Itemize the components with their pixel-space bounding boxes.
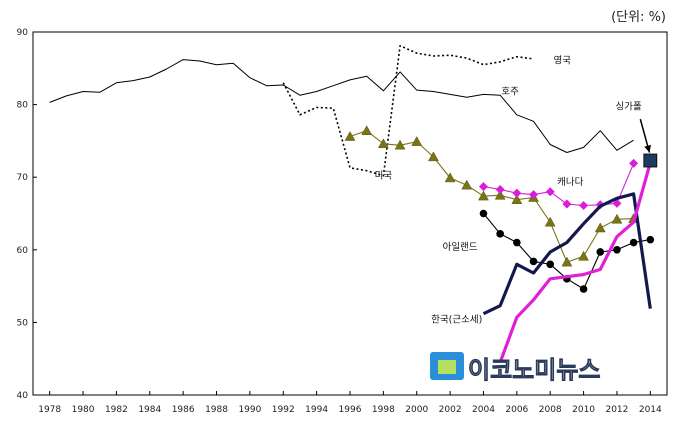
watermark-logo: 이코노미뉴스	[430, 352, 601, 384]
data-point	[513, 238, 521, 247]
data-point	[646, 235, 655, 244]
y-tick-label: 60	[17, 246, 29, 256]
series-label: 호주	[501, 86, 519, 97]
x-tick-label: 2004	[472, 405, 495, 415]
series-영국	[282, 44, 534, 177]
data-point	[494, 189, 506, 200]
series-line	[349, 130, 634, 263]
data-point	[629, 238, 638, 247]
data-point	[496, 230, 504, 238]
data-point	[594, 222, 606, 233]
x-tick-label: 2002	[439, 405, 462, 415]
x-tick-label: 2014	[639, 405, 662, 415]
data-point	[629, 158, 639, 168]
data-point	[377, 138, 389, 149]
data-point	[529, 257, 538, 266]
x-tick-label: 2008	[539, 405, 562, 415]
data-point	[444, 172, 456, 183]
data-point	[529, 190, 539, 200]
data-point	[461, 179, 473, 190]
chart-axes: 40 50 60 70 80 90 1978 1980 1982 1984 1986 1988 1990…	[17, 28, 668, 415]
x-tick-label: 2012	[605, 405, 628, 415]
data-point	[479, 209, 488, 218]
data-point	[613, 246, 621, 254]
series-아일랜드	[479, 209, 655, 293]
series-label: 아일랜드	[443, 242, 478, 253]
y-tick-label: 40	[17, 391, 29, 401]
data-point	[478, 182, 488, 192]
data-point	[427, 151, 439, 162]
series-한국(근소세)	[482, 192, 652, 316]
watermark-text: 이코노미뉴스	[468, 356, 600, 384]
data-point	[411, 136, 423, 146]
series-line	[483, 163, 635, 207]
series-label: 영국	[554, 55, 572, 66]
data-point	[344, 131, 356, 141]
data-point	[544, 216, 556, 227]
x-tick-label: 1984	[138, 405, 161, 415]
data-point	[561, 256, 573, 267]
plot-frame	[32, 31, 668, 396]
data-point	[394, 139, 406, 150]
x-tick-label: 1996	[339, 405, 362, 415]
y-tick-label: 70	[17, 173, 29, 183]
data-point	[511, 194, 523, 204]
series-label: 한국(근소세)	[431, 314, 482, 325]
x-tick-label: 1994	[305, 405, 328, 415]
series-미국	[344, 125, 640, 267]
data-point	[643, 153, 658, 168]
x-tick-label: 1978	[38, 405, 61, 415]
x-tick-label: 1980	[72, 405, 95, 415]
x-tick-label: 1986	[172, 405, 195, 415]
data-point	[512, 188, 522, 198]
x-tick-label: 1998	[372, 405, 395, 415]
chart-series-layer	[49, 44, 658, 363]
series-호주	[49, 59, 634, 153]
series-label: 미국	[375, 171, 393, 182]
data-point	[495, 185, 505, 195]
series-싱가폴	[643, 153, 658, 168]
x-tick-label: 2000	[405, 405, 428, 415]
x-tick-label: 1988	[205, 405, 228, 415]
series-label: 싱가폴	[616, 102, 642, 113]
x-tick-label: 1982	[105, 405, 128, 415]
data-point	[611, 213, 623, 224]
arrow-head	[644, 144, 652, 153]
data-point	[546, 260, 555, 269]
x-tick-label: 1992	[272, 405, 295, 415]
data-point	[361, 125, 373, 135]
data-point	[562, 199, 572, 209]
data-point	[578, 250, 590, 261]
y-tick-label: 80	[17, 101, 29, 111]
data-point	[478, 190, 489, 201]
data-point	[579, 201, 589, 211]
x-tick-label: 1990	[238, 405, 261, 415]
x-tick-label: 2006	[505, 405, 528, 415]
series-line	[498, 162, 652, 363]
data-point	[545, 187, 555, 197]
series-line	[498, 162, 652, 363]
y-tick-label: 90	[17, 28, 29, 38]
data-point	[579, 285, 588, 293]
data-point	[596, 248, 605, 256]
x-tick-label: 2010	[572, 405, 595, 415]
series-line	[49, 59, 634, 153]
series-line	[282, 44, 534, 177]
series-line	[482, 192, 652, 316]
series-label: 캐나다	[557, 177, 583, 188]
watermark-icon-inner	[438, 360, 456, 374]
unit-note: (단위: %)	[611, 10, 666, 25]
y-tick-label: 50	[17, 318, 29, 328]
